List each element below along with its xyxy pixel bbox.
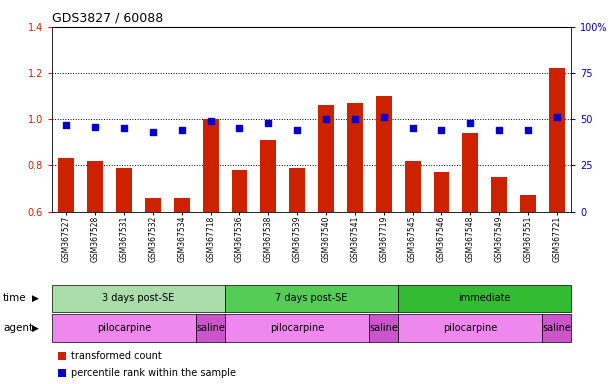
Bar [434,172,449,212]
Text: percentile rank within the sample: percentile rank within the sample [71,368,236,378]
Bar [376,96,392,212]
Point [148,129,158,135]
Text: pilocarpine: pilocarpine [270,323,324,333]
Point [437,127,447,133]
Bar [116,168,132,212]
Point [90,124,100,130]
Point [119,126,129,132]
Bar [463,133,478,212]
Bar [491,177,507,212]
Bar [369,314,398,342]
Bar [549,68,565,212]
Text: agent: agent [3,323,33,333]
Bar [52,285,225,312]
Point [235,126,244,132]
Bar [203,119,219,212]
Bar [196,314,225,342]
Point [62,122,71,128]
Bar [398,314,543,342]
Bar [145,198,161,212]
Point [321,116,331,122]
Text: immediate: immediate [458,293,511,303]
Text: pilocarpine: pilocarpine [443,323,497,333]
Bar [225,285,398,312]
Bar [225,314,369,342]
Bar [52,314,196,342]
Bar [398,285,571,312]
Point [552,114,562,121]
Point [292,127,302,133]
Text: ▶: ▶ [32,323,38,333]
Bar [404,161,420,212]
Text: saline: saline [196,323,225,333]
Bar [289,168,305,212]
Bar [347,103,363,212]
Text: 3 days post-SE: 3 days post-SE [103,293,175,303]
Point [350,116,360,122]
Text: saline: saline [369,323,398,333]
Point [379,114,389,121]
Bar [318,105,334,212]
Point [177,127,187,133]
Bar [543,314,571,342]
Point [466,120,475,126]
Bar [232,170,247,212]
Text: ▶: ▶ [32,294,38,303]
Text: time: time [3,293,27,303]
Point [408,126,417,132]
Text: GDS3827 / 60088: GDS3827 / 60088 [52,11,163,24]
Text: pilocarpine: pilocarpine [97,323,151,333]
Bar [87,161,103,212]
Bar [174,198,189,212]
Point [523,127,533,133]
Point [494,127,504,133]
Text: saline: saline [543,323,571,333]
Text: transformed count: transformed count [71,351,162,361]
Bar [59,159,75,212]
Point [263,120,273,126]
Text: 7 days post-SE: 7 days post-SE [276,293,348,303]
Bar [520,195,536,212]
Point [206,118,216,124]
Bar [260,140,276,212]
